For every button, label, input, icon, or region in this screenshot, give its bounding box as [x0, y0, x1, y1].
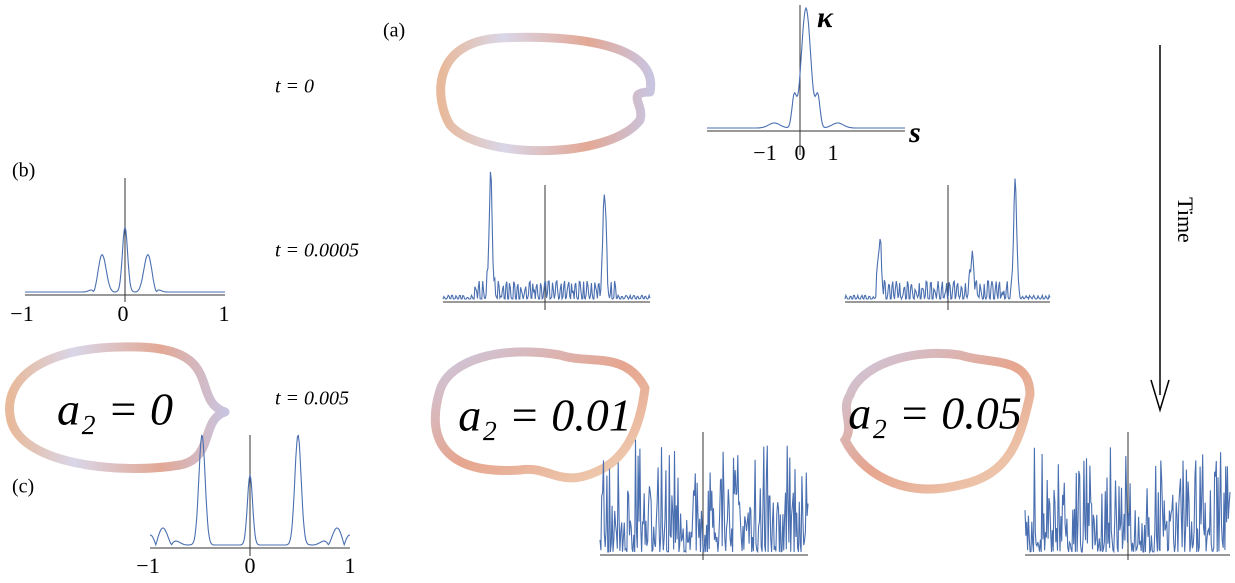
panel-label: (c): [12, 476, 34, 498]
curvature-curve: [1024, 447, 1231, 555]
curvature-curve: [25, 226, 225, 293]
panel-label: (b): [12, 160, 35, 182]
y-axis-label: κ: [817, 1, 834, 34]
arrow-head: [1150, 379, 1170, 413]
x-axis-label: s: [908, 116, 921, 149]
tick-label: −1: [10, 301, 33, 326]
parameter-label: a₂ = 0: [57, 384, 173, 435]
tick-label: 1: [828, 140, 839, 165]
tick-label: −1: [753, 140, 776, 165]
curvature-curve: [599, 439, 809, 554]
tick-label: 0: [245, 553, 256, 578]
curvature-curve: [844, 178, 1051, 301]
curvature-curve: [707, 6, 905, 129]
tube: [839, 348, 1035, 494]
panels: (a) (b) (c) t = 0 t = 0.0005 t = 0.005 a…: [5, 1, 1231, 578]
tick-label: 0: [118, 301, 129, 326]
panel-label: (a): [383, 20, 405, 42]
time-label: t = 0: [275, 76, 314, 98]
tube: [5, 342, 230, 473]
tick-label: 1: [219, 301, 230, 326]
curvature-curve: [442, 171, 651, 301]
parameter-label: a₂ = 0.05: [848, 388, 1022, 439]
tube: [436, 32, 656, 156]
time-label: Time: [1173, 197, 1198, 243]
curvature-curve: [149, 434, 351, 547]
tick-label: 1: [345, 553, 356, 578]
time-label: t = 0.005: [275, 388, 349, 410]
time-label: t = 0.0005: [275, 240, 359, 262]
tick-label: −1: [136, 553, 159, 578]
parameter-label: a₂ = 0.01: [458, 390, 632, 441]
